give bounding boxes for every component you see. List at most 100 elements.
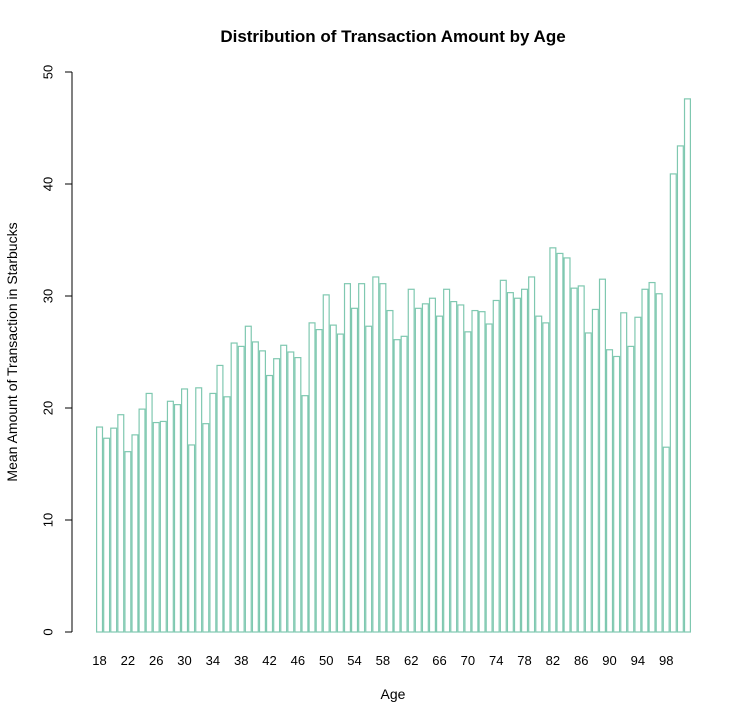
bar-age-28 xyxy=(166,400,174,633)
bar-age-57 xyxy=(372,276,380,633)
bar-age-51 xyxy=(329,324,337,633)
bar-age-36 xyxy=(223,396,231,633)
x-tick-label: 38 xyxy=(234,653,248,668)
x-tick-label: 82 xyxy=(546,653,560,668)
bar-age-94 xyxy=(634,316,642,633)
bar-age-80 xyxy=(535,315,543,633)
bar-age-31 xyxy=(188,444,196,633)
y-tick-label: 50 xyxy=(41,65,56,79)
bar-age-75 xyxy=(499,279,507,633)
bar-age-58 xyxy=(379,283,387,633)
bar-age-87 xyxy=(584,332,592,633)
y-tick-label: 40 xyxy=(41,177,56,191)
bar-age-98 xyxy=(662,446,670,633)
bar-age-54 xyxy=(351,307,359,633)
x-tick-label: 58 xyxy=(376,653,390,668)
bar-age-67 xyxy=(443,288,451,633)
bar-age-79 xyxy=(528,276,536,633)
bar-age-25 xyxy=(145,392,153,633)
bar-age-37 xyxy=(230,342,238,633)
bar-age-27 xyxy=(159,420,167,633)
bar-age-55 xyxy=(358,283,366,633)
bar-age-86 xyxy=(577,285,585,633)
bar-age-63 xyxy=(414,307,422,633)
x-tick-label: 98 xyxy=(659,653,673,668)
bar-age-45 xyxy=(287,351,295,633)
x-tick-label: 18 xyxy=(92,653,106,668)
chart-title: Distribution of Transaction Amount by Ag… xyxy=(220,27,565,46)
bar-age-92 xyxy=(620,312,628,633)
bar-age-60 xyxy=(393,339,401,633)
bar-age-73 xyxy=(485,323,493,633)
y-tick-label: 30 xyxy=(41,289,56,303)
bar-age-53 xyxy=(343,283,351,633)
bar-age-52 xyxy=(336,333,344,633)
bar-age-78 xyxy=(520,288,529,633)
bar-age-33 xyxy=(202,423,210,633)
bar-age-43 xyxy=(273,358,281,633)
bar-age-23 xyxy=(131,434,139,633)
x-tick-label: 78 xyxy=(517,653,531,668)
bar-age-82 xyxy=(549,247,557,633)
bars xyxy=(95,98,691,633)
y-tick-label: 20 xyxy=(41,401,56,415)
bar-age-64 xyxy=(421,303,429,633)
x-tick-labels: 18 22 26 30 34 38 42 46 50 54 58 62 66 70 74 78 82 86 90 94… xyxy=(92,653,673,668)
x-tick-label: 70 xyxy=(461,653,475,668)
bar-age-81 xyxy=(542,322,550,633)
bar-age-32 xyxy=(195,387,203,633)
bar-age-20 xyxy=(110,427,118,633)
bar-age-93 xyxy=(627,345,635,633)
x-tick-label: 94 xyxy=(631,653,645,668)
bar-age-88 xyxy=(591,308,599,633)
bar-age-47 xyxy=(301,395,309,633)
bar-age-44 xyxy=(280,344,288,633)
bar-age-91 xyxy=(613,355,621,633)
bar-age-66 xyxy=(436,315,444,633)
bar-age-34 xyxy=(209,392,217,633)
x-tick-label: 22 xyxy=(121,653,135,668)
x-tick-label: 34 xyxy=(206,653,220,668)
y-tick-label: 0 xyxy=(41,628,56,635)
x-axis-label: Age xyxy=(381,686,406,702)
bar-age-85 xyxy=(570,287,578,633)
bar-age-59 xyxy=(386,309,394,633)
x-tick-label: 26 xyxy=(149,653,163,668)
bar-age-21 xyxy=(117,414,125,633)
x-tick-label: 86 xyxy=(574,653,588,668)
bar-age-83 xyxy=(556,252,564,633)
bar-age-35 xyxy=(216,364,224,633)
y-tick-label: 10 xyxy=(41,513,56,527)
bar-age-96 xyxy=(648,281,656,633)
x-tick-label: 42 xyxy=(262,653,276,668)
bar-age-42 xyxy=(266,374,274,633)
bar-age-99 xyxy=(669,173,677,633)
bar-age-84 xyxy=(563,257,571,633)
bar-age-41 xyxy=(258,350,266,633)
bar-age-39 xyxy=(244,325,252,633)
x-tick-label: 66 xyxy=(432,653,446,668)
bar-age-50 xyxy=(322,294,330,633)
x-tick-label: 46 xyxy=(291,653,305,668)
x-tick-label: 50 xyxy=(319,653,333,668)
bar-age-29 xyxy=(173,404,181,633)
bar-age-62 xyxy=(407,288,415,633)
bar-age-61 xyxy=(400,335,408,633)
bar-age-69 xyxy=(457,304,465,633)
bar-age-56 xyxy=(365,325,373,633)
x-tick-label: 74 xyxy=(489,653,503,668)
bar-age-40 xyxy=(251,341,259,633)
bar-age-18 xyxy=(95,426,104,633)
bar-age-90 xyxy=(605,349,614,633)
bar-age-97 xyxy=(655,293,663,633)
bar-age-22 xyxy=(124,451,132,633)
x-tick-label: 62 xyxy=(404,653,418,668)
bar-age-76 xyxy=(506,292,514,633)
bar-age-70 xyxy=(464,331,472,633)
bar-age-77 xyxy=(513,297,521,633)
bar-age-72 xyxy=(478,311,486,633)
bar-age-68 xyxy=(450,301,458,633)
bar-age-101 xyxy=(683,98,691,633)
bar-age-74 xyxy=(492,299,500,633)
